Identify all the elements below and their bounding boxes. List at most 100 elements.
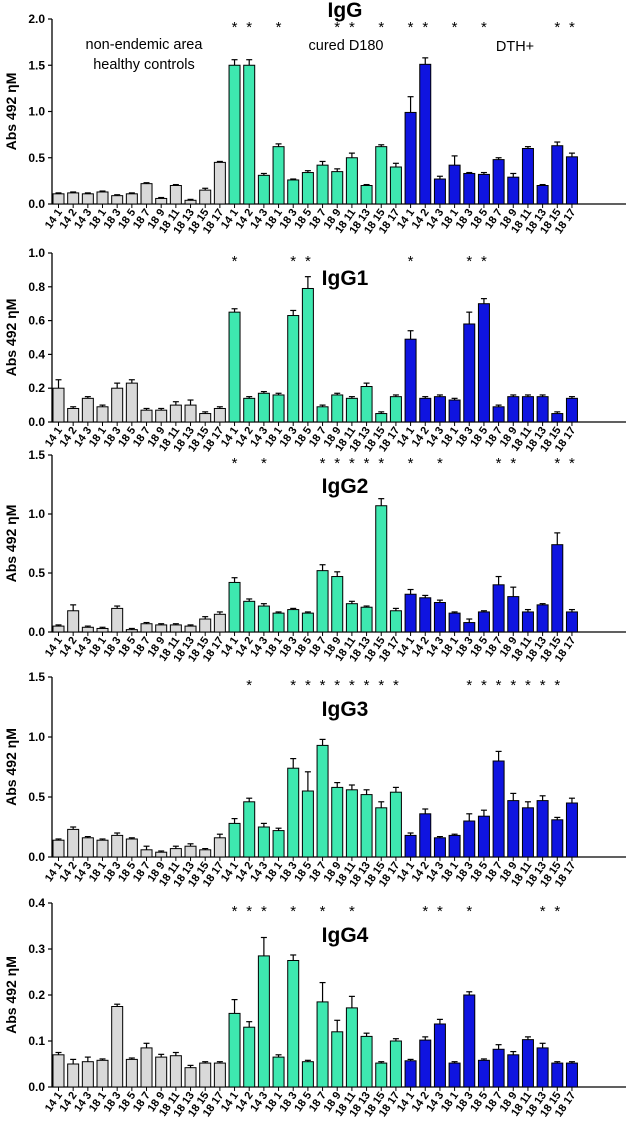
bar-dth bbox=[565, 611, 578, 633]
bar-control bbox=[199, 618, 212, 633]
chart-title: IgG bbox=[328, 0, 363, 22]
bar-dth bbox=[448, 1062, 461, 1088]
bar-cured bbox=[272, 394, 285, 423]
y-tick-label: 1.5 bbox=[28, 670, 45, 684]
significance-star: * bbox=[349, 903, 355, 920]
significance-star: * bbox=[378, 19, 384, 36]
bar-dth bbox=[521, 396, 534, 423]
bar-cured bbox=[375, 1062, 388, 1088]
y-axis-label: Abs 492 ηM bbox=[3, 299, 19, 377]
significance-star: * bbox=[246, 677, 252, 694]
bar-control bbox=[52, 1054, 65, 1088]
bar-cured bbox=[316, 164, 329, 205]
bar-control bbox=[155, 624, 168, 633]
bar-dth bbox=[448, 612, 461, 633]
bar-control bbox=[125, 382, 138, 423]
chart-title: IgG2 bbox=[322, 475, 369, 498]
bar-dth bbox=[507, 800, 520, 858]
bar-dth bbox=[433, 396, 446, 423]
significance-star: * bbox=[364, 455, 370, 472]
bar-control bbox=[67, 610, 80, 633]
bar-control bbox=[81, 1061, 94, 1088]
bar-control bbox=[155, 851, 168, 858]
bar-dth bbox=[419, 63, 432, 205]
significance-star: * bbox=[320, 903, 326, 920]
y-tick-label: 0.4 bbox=[28, 347, 45, 361]
bar-control bbox=[81, 193, 94, 205]
bar-control bbox=[184, 845, 197, 858]
bar-control bbox=[213, 161, 226, 205]
significance-star: * bbox=[334, 677, 340, 694]
y-axis-label: Abs 492 ηM bbox=[3, 728, 19, 806]
significance-star: * bbox=[261, 903, 267, 920]
bar-control bbox=[169, 624, 182, 633]
y-tick-label: 0.1 bbox=[28, 1034, 45, 1048]
bar-cured bbox=[360, 386, 373, 423]
chart-title: IgG4 bbox=[322, 924, 369, 947]
bar-control bbox=[155, 409, 168, 423]
significance-star: * bbox=[261, 455, 267, 472]
y-tick-label: 1.0 bbox=[28, 246, 45, 260]
bar-control bbox=[111, 387, 124, 423]
bar-cured bbox=[316, 1001, 329, 1088]
bar-control bbox=[81, 837, 94, 858]
bar-control bbox=[199, 413, 212, 423]
bar-control bbox=[96, 191, 109, 205]
bar-control bbox=[184, 625, 197, 633]
bar-control bbox=[125, 838, 138, 858]
bar-cured bbox=[287, 179, 300, 205]
bar-control bbox=[96, 1059, 109, 1088]
bar-cured bbox=[389, 610, 402, 633]
bar-control bbox=[81, 626, 94, 633]
bar-dth bbox=[404, 111, 417, 205]
bar-control bbox=[169, 185, 182, 205]
significance-star: * bbox=[466, 677, 472, 694]
significance-star: * bbox=[232, 455, 238, 472]
significance-star: * bbox=[349, 677, 355, 694]
group-label-control: non-endemic area bbox=[86, 37, 204, 53]
bar-control bbox=[184, 199, 197, 205]
bar-control bbox=[96, 839, 109, 858]
bar-dth bbox=[536, 604, 549, 633]
significance-star: * bbox=[334, 19, 340, 36]
bar-dth bbox=[507, 596, 520, 633]
significance-star: * bbox=[349, 19, 355, 36]
bar-dth bbox=[565, 1062, 578, 1088]
bar-cured bbox=[331, 394, 344, 423]
bar-cured bbox=[360, 794, 373, 858]
bar-dth bbox=[565, 156, 578, 205]
significance-star: * bbox=[232, 19, 238, 36]
significance-star: * bbox=[232, 253, 238, 270]
bar-dth bbox=[477, 1059, 490, 1088]
bar-cured bbox=[272, 830, 285, 858]
bar-control bbox=[169, 848, 182, 858]
bar-cured bbox=[316, 570, 329, 633]
bar-control bbox=[111, 834, 124, 858]
bar-control bbox=[199, 189, 212, 205]
significance-star: * bbox=[569, 455, 575, 472]
group-label-cured: cured D180 bbox=[309, 38, 384, 54]
bar-control bbox=[140, 1047, 153, 1088]
bar-cured bbox=[389, 1040, 402, 1088]
bar-dth bbox=[404, 593, 417, 633]
significance-star: * bbox=[232, 903, 238, 920]
bar-control bbox=[96, 406, 109, 423]
bar-cured bbox=[389, 396, 402, 423]
bar-control bbox=[213, 1062, 226, 1088]
significance-star: * bbox=[554, 19, 560, 36]
bar-cured bbox=[375, 413, 388, 423]
bar-dth bbox=[565, 802, 578, 858]
bar-dth bbox=[404, 338, 417, 423]
bar-cured bbox=[301, 612, 314, 633]
significance-star: * bbox=[246, 903, 252, 920]
bar-dth bbox=[463, 172, 476, 205]
bar-cured bbox=[331, 576, 344, 633]
significance-star: * bbox=[540, 677, 546, 694]
bar-dth bbox=[433, 1023, 446, 1088]
bar-dth bbox=[521, 611, 534, 633]
bar-cured bbox=[345, 603, 358, 633]
bar-dth bbox=[463, 622, 476, 633]
significance-star: * bbox=[569, 19, 575, 36]
bar-cured bbox=[301, 287, 314, 423]
